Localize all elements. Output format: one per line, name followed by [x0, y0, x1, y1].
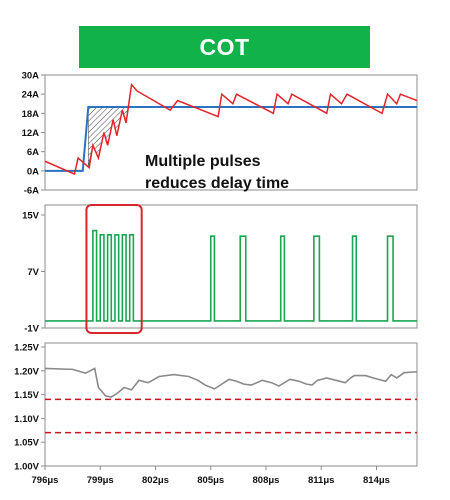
panel-frame [44, 342, 418, 467]
banner-title: COT [199, 33, 250, 60]
x-tick-label: 799μs [87, 475, 114, 486]
y-tick-label: 7V [27, 267, 39, 278]
y-tick-label: 30A [22, 71, 40, 82]
y-tick-label: 12A [22, 128, 40, 139]
y-tick-label: 1.20V [14, 366, 39, 377]
y-tick-label: -6A [24, 186, 39, 197]
y-tick-label: 1.00V [14, 462, 39, 473]
y-tick-label: 0A [27, 166, 39, 177]
x-tick-label: 814μs [363, 475, 390, 486]
panel-frame [44, 204, 418, 329]
y-tick-label: 1.10V [14, 414, 39, 425]
pulse-highlight-box [85, 204, 143, 334]
x-tick-label: 796μs [32, 475, 59, 486]
hatched-area [87, 106, 130, 167]
title-banner: COT [79, 26, 370, 68]
y-tick-label: 1.15V [14, 390, 39, 401]
x-tick-label: 805μs [197, 475, 224, 486]
series-inductor-current [44, 82, 418, 176]
y-tick-label: 24A [22, 90, 40, 101]
y-tick-label: 15V [22, 211, 40, 222]
y-tick-label: 1.25V [14, 343, 39, 354]
series-output-voltage [44, 367, 418, 398]
series-switch-node [45, 229, 417, 322]
y-tick-label: -1V [24, 324, 39, 335]
y-tick-label: 6A [27, 147, 39, 158]
y-tick-label: 18A [22, 109, 40, 120]
x-tick-label: 802μs [142, 475, 169, 486]
y-tick-label: 1.05V [14, 438, 39, 449]
annotation-line-1: Multiple pulses [145, 153, 261, 170]
annotation-line-2: reduces delay time [145, 175, 289, 192]
x-tick-label: 808μs [253, 475, 280, 486]
x-tick-label: 811μs [308, 475, 334, 486]
